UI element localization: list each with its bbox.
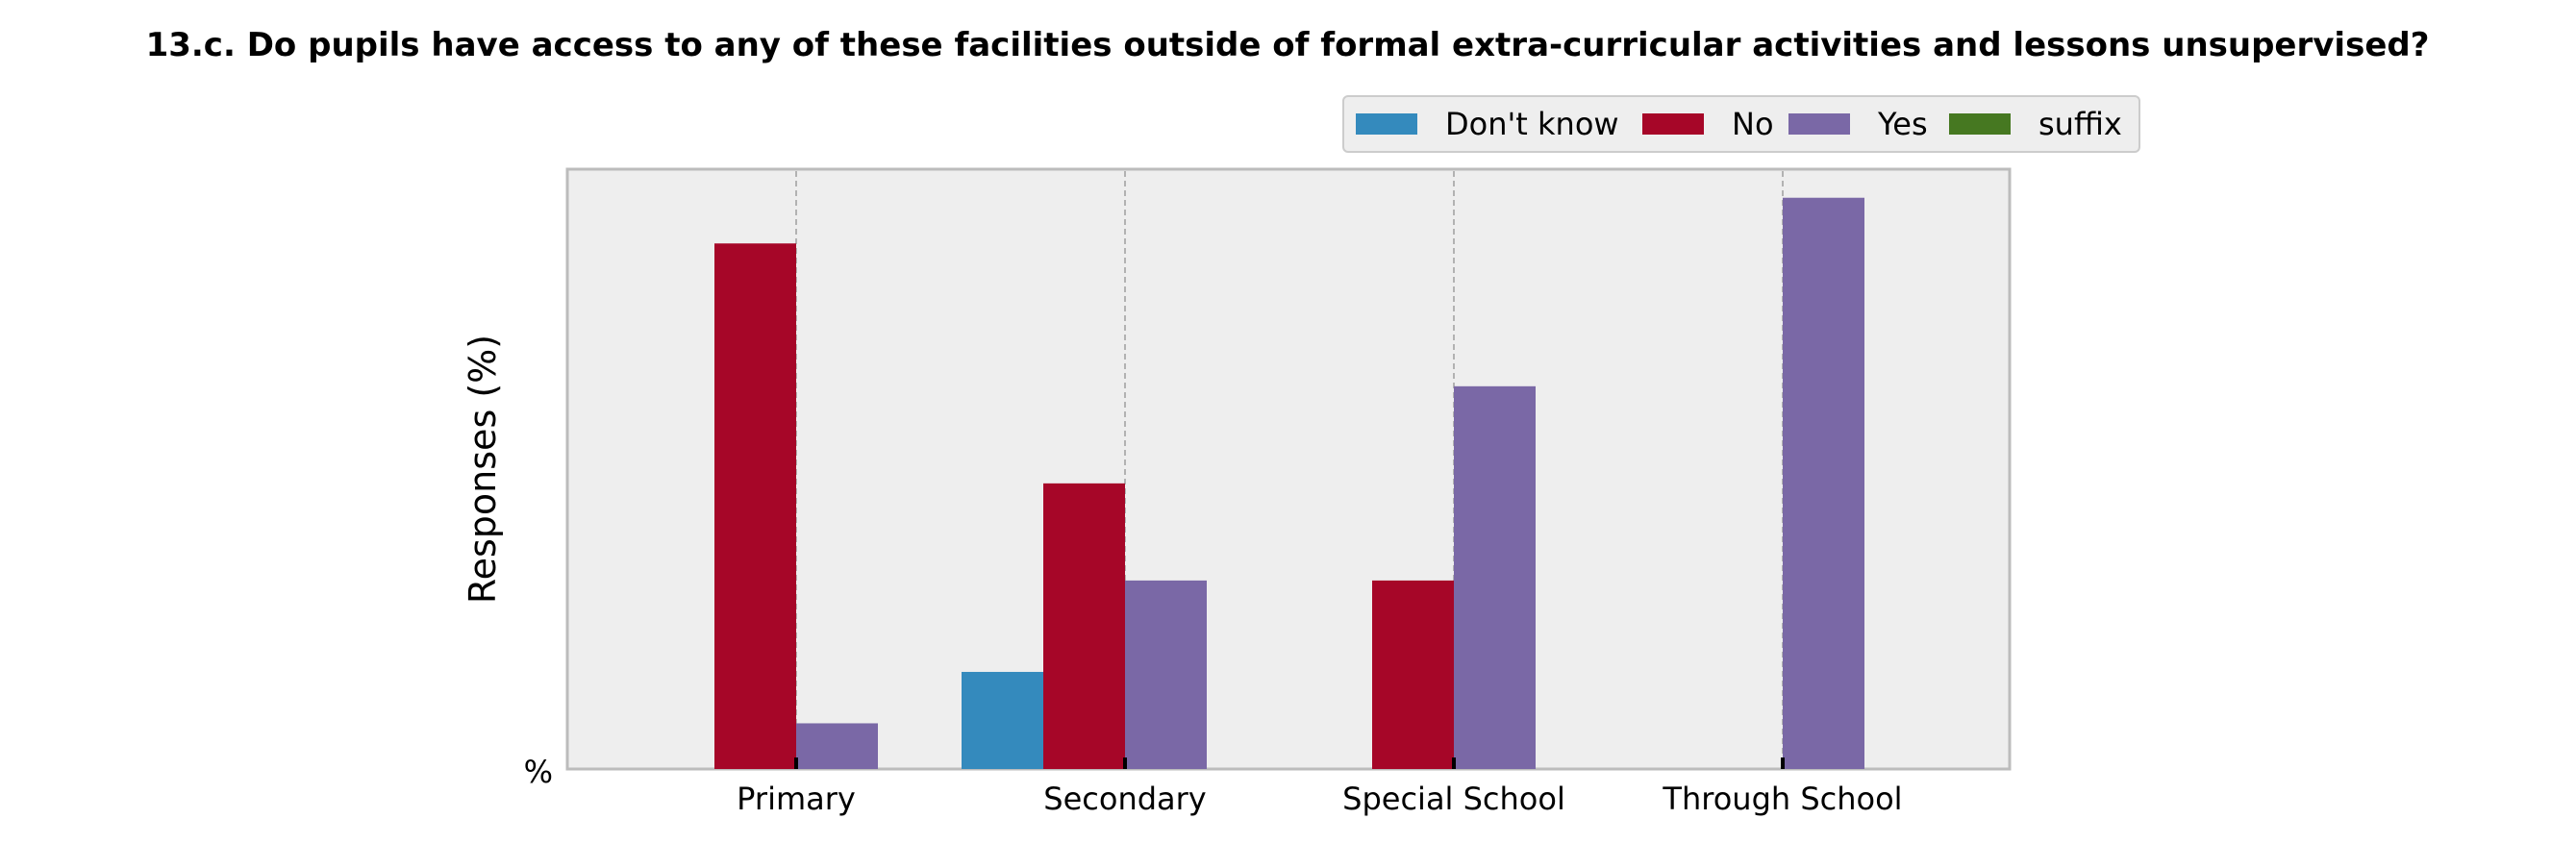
legend-swatch (1788, 113, 1850, 135)
x-tick-label: Secondary (1043, 781, 1206, 817)
x-axis-ticks: Primary Secondary Special School Through Sc… (737, 757, 1903, 817)
bar (1125, 580, 1207, 769)
x-tick-label: Special School (1342, 781, 1565, 817)
x-tick-label: Through School (1662, 781, 1902, 817)
legend-label: Don't know (1445, 106, 1619, 142)
legend-label: No (1732, 106, 1774, 142)
chart-title: 13.c. Do pupils have access to any of th… (146, 26, 2430, 64)
legend-swatch (1642, 113, 1704, 135)
y-axis-label: Responses (%) (462, 335, 504, 604)
bar (1783, 197, 1864, 769)
legend-label: suffix (2038, 106, 2122, 142)
legend: Don't know No Yes suffix (1342, 95, 2140, 153)
bar (1043, 483, 1125, 769)
bar (714, 243, 796, 769)
bar (1372, 580, 1454, 769)
y-tick-label: % (524, 754, 553, 790)
plot-area (565, 167, 2012, 771)
bar (796, 723, 878, 769)
legend-label: Yes (1877, 106, 1928, 142)
x-tick-label: Primary (737, 781, 856, 817)
bars (714, 197, 1864, 769)
bar (1454, 385, 1536, 769)
bar (962, 671, 1043, 769)
legend-swatch (1949, 113, 2011, 135)
legend-frame (1342, 95, 2140, 153)
legend-swatch (1356, 113, 1417, 135)
